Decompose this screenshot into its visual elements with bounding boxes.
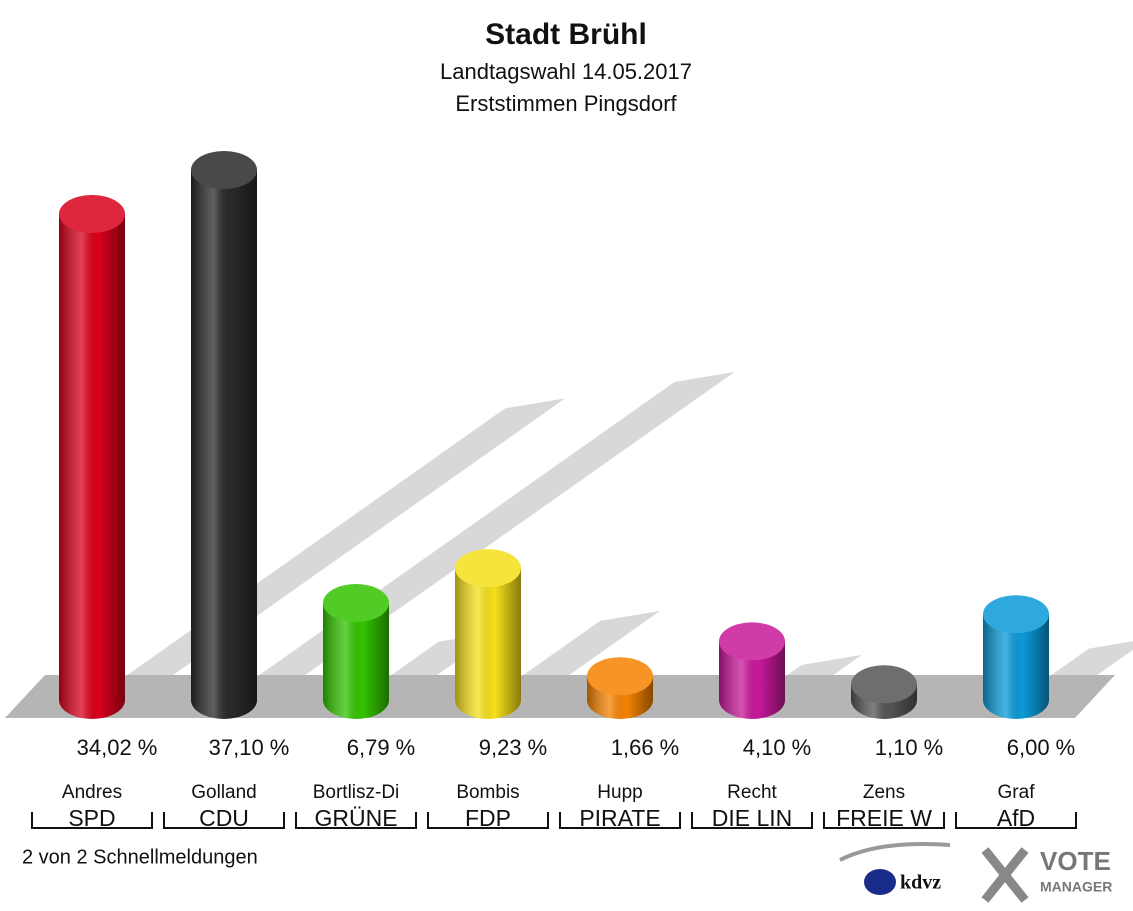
x-tick-label: Golland [191,782,257,803]
bar-top [455,549,521,588]
chart-subtitle: Erststimmen Pingsdorf [455,91,677,116]
x-tick-label: FDP [465,805,511,831]
logo-swoosh [839,842,951,862]
x-tick-label: Andres [62,782,122,803]
value-label: 34,02 % [77,735,158,760]
bar-top [59,195,125,233]
bracket [691,812,813,829]
bracket [31,812,153,829]
x-tick-label: PIRATE [579,805,660,831]
bracket [295,812,417,829]
bracket [163,812,285,829]
bar-top-highlight [983,595,1049,634]
value-label: 1,66 % [611,735,680,760]
x-tick-label: DIE LIN [712,805,793,831]
bar-shading [323,700,389,719]
value-label: 6,79 % [347,735,416,760]
bar-shading [191,170,257,700]
bar-shading [191,700,257,719]
x-tick-label: Recht [727,782,777,803]
bar-top-highlight [191,151,257,189]
bar-top-highlight [587,657,653,696]
logo-text: VOTE [1040,846,1111,876]
bar-shading [455,700,521,719]
logo: kdvz VOTE MANAGER [839,842,1112,903]
value-label: 6,00 % [1007,735,1076,760]
bar-top [323,584,389,622]
bar-shading [851,700,917,719]
x-tick-label: SPD [68,805,115,831]
bracket [823,812,945,829]
bracket [427,812,549,829]
logo-text: MANAGER [1040,879,1112,895]
bar-shading [719,700,785,719]
bar-shading [455,568,521,700]
chart-title: Stadt Brühl [485,18,647,51]
x-tick-label: CDU [199,805,249,831]
x-tick-label: GRÜNE [314,805,397,831]
bar-shading [983,700,1049,719]
logo-text: kdvz [900,872,941,894]
floor [5,675,1115,718]
x-tick-label: Hupp [597,782,642,803]
bar-top [719,622,785,661]
x-tick-label: Graf [998,782,1036,803]
x-tick-label: Bombis [456,782,519,803]
bar-shading [59,700,125,719]
bar-top-highlight [851,665,917,704]
bar-top [851,665,917,704]
footer: 2 von 2 Schnellmeldungen [22,846,258,868]
bar-top [587,657,653,696]
bar-shading [59,214,125,700]
bar-shading [587,700,653,719]
x-tick-label: FREIE W [836,805,932,831]
bar-top-highlight [719,622,785,661]
logo-cross [981,847,1029,903]
value-label: 37,10 % [209,735,290,760]
bracket [559,812,681,829]
bracket [955,812,1077,829]
x-tick-label: Zens [863,782,905,803]
bar-top-highlight [455,549,521,588]
value-label: 9,23 % [479,735,548,760]
chart-subtitle: Landtagswahl 14.05.2017 [440,59,692,84]
bar-top [191,151,257,189]
bar-top-highlight [59,195,125,233]
logo-ball [864,869,896,895]
x-tick-label: AfD [997,805,1035,831]
x-tick-label: Bortlisz-Di [313,782,400,803]
bar-top-highlight [323,584,389,622]
bar-top [983,595,1049,634]
value-label: 4,10 % [743,735,812,760]
value-label: 1,10 % [875,735,944,760]
